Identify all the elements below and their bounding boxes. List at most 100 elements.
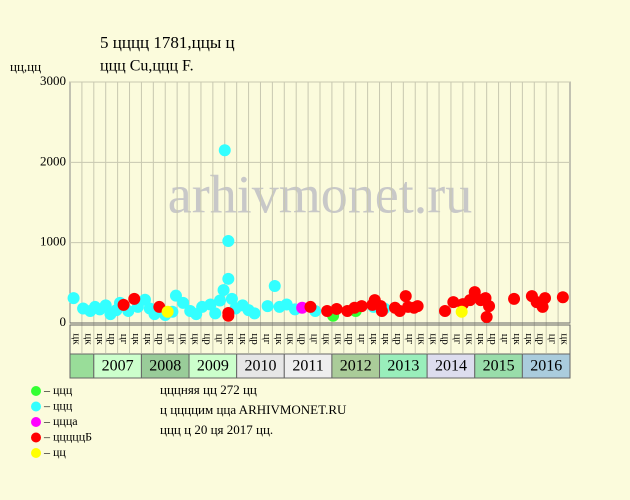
data-point bbox=[67, 292, 80, 305]
note: цццняя цц 272 цц bbox=[160, 382, 257, 397]
data-point bbox=[508, 292, 521, 305]
quarter-label: цк bbox=[178, 333, 190, 345]
quarter-label: цк bbox=[320, 333, 332, 345]
year-label: 2015 bbox=[483, 358, 515, 375]
quarter-label: цг bbox=[213, 334, 225, 345]
data-point bbox=[355, 300, 368, 313]
quarter-label: цг bbox=[356, 334, 368, 345]
data-point bbox=[222, 235, 235, 248]
year-cell bbox=[521, 353, 571, 379]
quarter-label: цг bbox=[451, 334, 463, 345]
data-point bbox=[222, 306, 235, 319]
quarter-label: цк bbox=[475, 333, 487, 345]
data-point bbox=[399, 290, 412, 303]
data-point bbox=[330, 302, 343, 315]
legend-label: – ццц bbox=[43, 383, 73, 397]
data-point bbox=[99, 299, 112, 312]
data-point bbox=[117, 298, 130, 311]
quarter-label: цр bbox=[487, 333, 499, 345]
quarter-label: цк bbox=[559, 333, 571, 345]
data-point bbox=[204, 298, 217, 311]
data-point bbox=[483, 300, 496, 313]
quarter-label: цк bbox=[416, 333, 428, 345]
year-cell bbox=[236, 353, 285, 379]
quarter-label: цк bbox=[511, 333, 523, 345]
data-point bbox=[161, 305, 174, 318]
data-point bbox=[177, 296, 190, 309]
y-label: цц,цц bbox=[10, 59, 41, 74]
data-point bbox=[261, 300, 274, 313]
quarter-label: цк bbox=[94, 333, 106, 345]
data-point bbox=[209, 307, 222, 320]
year-label: 2012 bbox=[340, 358, 372, 375]
year-cell bbox=[283, 353, 333, 379]
data-point bbox=[214, 294, 226, 307]
quarter-label: цк bbox=[273, 333, 285, 345]
data-point bbox=[556, 291, 569, 304]
quarter-label: цг bbox=[547, 334, 559, 345]
quarter-label: цк bbox=[523, 333, 535, 345]
legend-marker bbox=[31, 448, 41, 458]
quarter-label: цг bbox=[309, 334, 321, 345]
data-point bbox=[225, 292, 238, 305]
quarter-label: цр bbox=[439, 333, 451, 345]
quarter-label: цг bbox=[166, 334, 178, 345]
quarter-label: цг bbox=[499, 334, 511, 345]
year-label: 2014 bbox=[435, 358, 467, 375]
legend-marker bbox=[31, 432, 41, 443]
year-cell bbox=[474, 353, 523, 379]
quarter-label: цк bbox=[380, 333, 392, 345]
year-label: 2008 bbox=[149, 358, 181, 375]
quarter-label: цр bbox=[297, 333, 309, 345]
year-label: 2016 bbox=[530, 358, 562, 375]
quarter-label: цр bbox=[154, 333, 166, 345]
quarter-label: цк bbox=[428, 333, 440, 345]
data-point bbox=[217, 284, 230, 297]
year-cell bbox=[69, 353, 95, 379]
quarter-label: цк bbox=[142, 333, 154, 345]
note: ццц ц 20 ця 2017 цц. bbox=[160, 422, 273, 437]
quarter-label: цр bbox=[392, 333, 404, 345]
quarter-label: цк bbox=[463, 333, 475, 345]
legend-marker bbox=[31, 401, 41, 412]
year-label: 2010 bbox=[244, 358, 276, 375]
legend-label: – ццц bbox=[43, 398, 73, 412]
quarter-label: цк bbox=[70, 333, 82, 345]
quarter-label: цк bbox=[368, 333, 380, 345]
quarter-label: цр bbox=[344, 333, 356, 345]
quarter-label: цр bbox=[201, 333, 213, 345]
data-point bbox=[218, 144, 231, 157]
year-cell bbox=[188, 353, 238, 379]
data-point bbox=[439, 304, 451, 317]
data-point bbox=[539, 292, 551, 305]
legend-label: – цц bbox=[43, 445, 66, 459]
year-label: 2007 bbox=[102, 358, 134, 375]
year-cell bbox=[140, 353, 190, 379]
quarter-label: цг bbox=[118, 334, 130, 345]
note: ц ццццим ццa ARHIVMONET.RU bbox=[160, 402, 347, 417]
year-label: 2009 bbox=[197, 358, 229, 375]
data-point bbox=[222, 272, 235, 285]
data-point bbox=[139, 293, 151, 306]
quarter-label: цк bbox=[130, 333, 142, 345]
quarter-label: цг bbox=[404, 334, 416, 345]
quarter-label: цг bbox=[261, 334, 273, 345]
legend-label: – ццца bbox=[43, 414, 78, 428]
quarter-label: цр bbox=[535, 333, 547, 345]
year-cell bbox=[426, 353, 476, 379]
data-point bbox=[321, 304, 334, 317]
year-label: 2013 bbox=[387, 358, 419, 375]
legend-label: – цццццБ bbox=[43, 429, 92, 443]
data-point bbox=[248, 307, 261, 320]
data-point bbox=[447, 296, 460, 309]
data-point bbox=[455, 305, 468, 318]
quarter-label: цк bbox=[332, 333, 344, 345]
legend-marker bbox=[31, 386, 41, 396]
quarter-label: цк bbox=[285, 333, 297, 345]
y-tick-label: 3000 bbox=[40, 73, 66, 88]
quarter-label: цр bbox=[106, 333, 118, 345]
y-tick-label: 2000 bbox=[40, 153, 66, 168]
year-cell bbox=[331, 353, 381, 379]
quarter-label: цк bbox=[225, 333, 237, 345]
